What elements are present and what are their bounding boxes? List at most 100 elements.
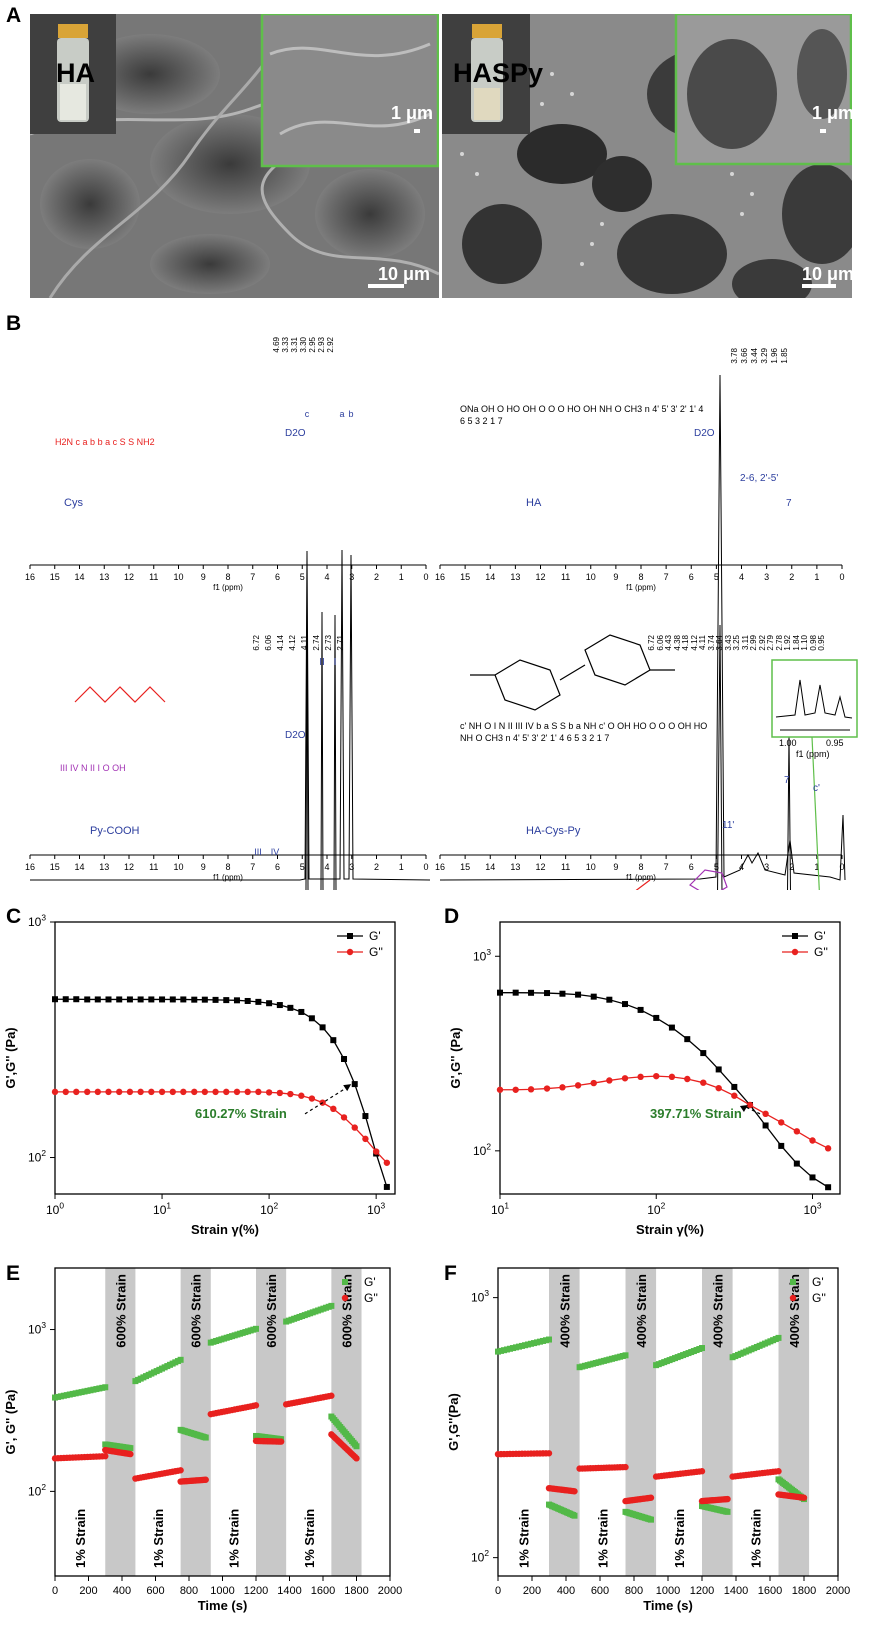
data-point bbox=[528, 989, 535, 996]
nmr-xlabel: f1 (ppm) bbox=[213, 583, 243, 592]
nmr-tick-label: 16 bbox=[25, 862, 35, 872]
structure-label: O bbox=[484, 721, 494, 731]
nmr-peak-label: 4.18 bbox=[681, 635, 690, 651]
structure-label: II bbox=[507, 721, 516, 731]
nmr-tick-label: 1 bbox=[399, 572, 404, 582]
nmr-assign-ha-7: 7 bbox=[786, 498, 792, 509]
nmr-title-hacyspy: HA-Cys-Py bbox=[526, 825, 581, 837]
nmr-peak-label: 1.85 bbox=[780, 348, 789, 364]
nmr-tick-label: 6 bbox=[689, 862, 694, 872]
structure-label: a bbox=[575, 721, 584, 731]
structure-label: S bbox=[559, 721, 569, 731]
nmr-tick-label: 16 bbox=[435, 862, 445, 872]
nmr-peak-label: 3.44 bbox=[750, 348, 759, 364]
nmr-tick-label: 9 bbox=[201, 862, 206, 872]
data-point bbox=[353, 1455, 360, 1462]
data-point bbox=[606, 996, 613, 1003]
data-point bbox=[653, 1014, 660, 1021]
nmr-assign-py: III bbox=[254, 847, 262, 857]
data-point bbox=[778, 1119, 785, 1126]
nmr-tick-label: 3 bbox=[349, 572, 354, 582]
structure-label: N bbox=[498, 721, 508, 731]
nmr-peak-label: 6.72 bbox=[647, 635, 656, 651]
nmr-assign-hacyspy-c: c' bbox=[813, 783, 820, 794]
data-point bbox=[330, 1037, 337, 1044]
structure-label: 4' bbox=[652, 404, 662, 414]
structure-label: n bbox=[505, 733, 514, 743]
x-tick-label: 0 bbox=[495, 1585, 501, 1597]
x-tick-label: 1800 bbox=[792, 1585, 816, 1597]
structure-label: a bbox=[105, 437, 113, 447]
nmr-assign-cys: b bbox=[348, 409, 353, 419]
structure-label: OH bbox=[112, 763, 126, 773]
x-tick-label: 1400 bbox=[277, 1585, 301, 1597]
nmr-peak-label: 1.10 bbox=[800, 635, 809, 651]
nmr-tick-label: 3 bbox=[349, 862, 354, 872]
low-strain-label: 1% Strain bbox=[596, 1509, 611, 1568]
nmr-tick-label: 6 bbox=[689, 572, 694, 582]
legend-marker bbox=[792, 933, 798, 939]
data-point bbox=[177, 1356, 184, 1363]
data-point bbox=[775, 1468, 782, 1475]
data-point bbox=[328, 1392, 335, 1399]
structure-label: NH bbox=[599, 404, 615, 414]
data-point bbox=[102, 1452, 109, 1460]
data-point bbox=[824, 1145, 832, 1152]
structure-label: O bbox=[607, 721, 618, 731]
high-strain-label: 600% Strain bbox=[113, 1274, 128, 1348]
data-point bbox=[653, 1072, 660, 1080]
nmr-xlabel: f1 (ppm) bbox=[213, 873, 243, 882]
structure-label: b bbox=[536, 721, 544, 731]
structure-label: NH bbox=[468, 721, 485, 731]
structure-label: 1 bbox=[596, 733, 605, 743]
nmr-peak-label: 4.11 bbox=[300, 635, 309, 650]
x-tick-label: 200 bbox=[79, 1585, 97, 1597]
structure-label: III bbox=[60, 763, 71, 773]
data-point bbox=[52, 996, 58, 1003]
data-point bbox=[116, 1088, 123, 1096]
structure-label: II bbox=[90, 763, 98, 773]
low-strain-label: 1% Strain bbox=[517, 1509, 532, 1568]
nmr-tick-label: 12 bbox=[535, 572, 545, 582]
nmr-tick-label: 15 bbox=[460, 572, 470, 582]
nmr-spectrum-ha bbox=[439, 374, 846, 881]
nmr-assign-py: I bbox=[334, 657, 337, 668]
structure-label: HO bbox=[633, 721, 650, 731]
data-point bbox=[148, 996, 155, 1003]
data-point bbox=[809, 1137, 816, 1144]
nmr-peak-label: 3.25 bbox=[732, 635, 741, 651]
hacyspy-structure bbox=[635, 869, 728, 890]
cys-structure bbox=[74, 686, 166, 703]
x-axis-label: Strain γ(%) bbox=[636, 1222, 704, 1237]
data-point bbox=[668, 1073, 676, 1081]
nmr-peak-label: 2.73 bbox=[324, 635, 333, 651]
data-point bbox=[825, 1184, 832, 1191]
nmr-solvent-ha: D2O bbox=[694, 428, 715, 439]
legend-label: G'' bbox=[814, 945, 828, 959]
x-tick-label: 1200 bbox=[244, 1585, 268, 1597]
nmr-peak-label: 4.12 bbox=[288, 635, 297, 651]
structure-label: O bbox=[649, 721, 659, 731]
nmr-tick-label: 4 bbox=[739, 572, 744, 582]
structure-label: O bbox=[658, 721, 669, 731]
x-tick-label: 102 bbox=[260, 1201, 278, 1217]
hacyspy-structure-labels: c' NH O I N II III IV b a S S b a NH c' … bbox=[460, 720, 720, 744]
nmr-tick-label: 7 bbox=[250, 862, 255, 872]
chart-c: 100 101 102 103 102 103 Strain γ(%) G',G'' (Pa)… bbox=[3, 913, 396, 1237]
high-strain-label: 400% Strain bbox=[710, 1274, 725, 1348]
x-tick-label: 0 bbox=[52, 1585, 58, 1597]
data-point bbox=[223, 1088, 230, 1096]
structure-label: O bbox=[497, 404, 507, 414]
data-point bbox=[762, 1122, 769, 1129]
sem-inset-ha bbox=[260, 14, 439, 168]
data-point bbox=[372, 1148, 380, 1155]
nmr-peak-label: 2.99 bbox=[749, 635, 758, 651]
data-point bbox=[276, 1002, 283, 1009]
data-point bbox=[62, 1088, 69, 1096]
nmr-inset-xlabel: f1 (ppm) bbox=[796, 749, 830, 759]
nmr-tick-label: 13 bbox=[510, 862, 520, 872]
nmr-tick-label: 10 bbox=[173, 862, 183, 872]
chart-d: 101 102 103 102 103 Strain γ(%) G',G'' (Pa) G' G… bbox=[448, 921, 841, 1237]
nmr-assign-py: II bbox=[319, 657, 325, 668]
ha-structure bbox=[470, 634, 675, 711]
